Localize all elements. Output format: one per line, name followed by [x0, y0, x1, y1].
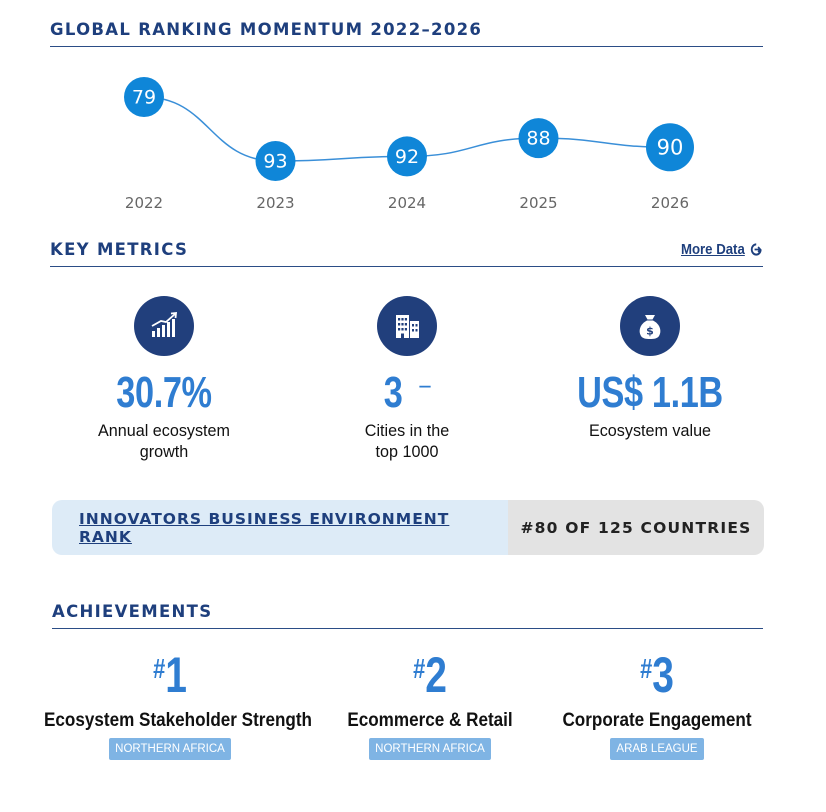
rank-value-label: 90 [657, 135, 684, 159]
achievement-rank: #3 [548, 650, 766, 700]
metric-label-line: growth [139, 442, 189, 462]
buildings-icon [377, 296, 437, 356]
metric-cities-top-1000: 3 – Cities in the top 1000 [297, 296, 517, 462]
year-tick-label: 2024 [388, 194, 426, 212]
hash-symbol: # [640, 653, 653, 684]
momentum-section-title: GLOBAL RANKING MOMENTUM 2022–2026 [50, 20, 763, 47]
rank-value-label: 88 [526, 128, 550, 150]
trend-dash-indicator: – [419, 369, 431, 399]
achievement-item: #1 Ecosystem Stakeholder Strength NORTHE… [30, 650, 312, 760]
metric-label-line: top 1000 [375, 442, 439, 462]
hash-symbol: # [413, 653, 426, 684]
business-environment-rank-bar: INNOVATORS BUSINESS ENVIRONMENT RANK #80… [52, 500, 764, 555]
metric-label-line: Annual ecosystem [98, 421, 230, 441]
achievement-rank-number: 1 [165, 647, 187, 703]
money-bag-icon: $ [620, 296, 680, 356]
achievements-section-title: ACHIEVEMENTS [52, 602, 763, 629]
year-tick-label: 2025 [519, 194, 557, 212]
metric-label: Ecosystem value [546, 420, 755, 441]
rank-value: #80 OF 125 COUNTRIES [508, 500, 764, 555]
metric-label-line: Cities in the [364, 421, 450, 441]
rank-marker-2024 [387, 136, 427, 177]
achievement-item: #2 Ecommerce & Retail NORTHERN AFRICA [290, 650, 570, 760]
year-tick-label: 2023 [256, 194, 294, 212]
achievement-name: Corporate Engagement [562, 710, 752, 731]
circle-arrow-icon [750, 243, 762, 256]
metric-value: 30.7% [116, 368, 212, 417]
region-tag: ARAB LEAGUE [610, 738, 704, 760]
metric-label: Annual ecosystem growth [60, 420, 269, 462]
achievement-name: Ecosystem Stakeholder Strength [44, 710, 312, 731]
growth-chart-icon [134, 296, 194, 356]
achievement-rank-number: 2 [425, 647, 447, 703]
metric-value: US$ 1.1B [577, 368, 723, 417]
achievement-item: #3 Corporate Engagement ARAB LEAGUE [517, 650, 797, 760]
metric-label: Cities in the top 1000 [303, 420, 512, 462]
svg-text:$: $ [646, 325, 654, 338]
hash-symbol: # [153, 653, 166, 684]
rank-value-label: 79 [132, 87, 156, 109]
rank-marker-2025 [518, 118, 559, 159]
rank-marker-2026 [646, 123, 694, 172]
metric-label-line: Ecosystem value [588, 421, 712, 441]
metrics-section-title: KEY METRICS [50, 240, 763, 267]
rank-value-label: 92 [395, 146, 419, 168]
rank-marker-2022 [124, 77, 164, 117]
more-data-link[interactable]: More Data [681, 241, 762, 258]
region-tag: NORTHERN AFRICA [109, 738, 231, 760]
metric-value-number: 3 [383, 368, 403, 417]
achievement-rank: #1 [61, 650, 279, 700]
more-data-label: More Data [681, 241, 746, 258]
achievement-rank: #2 [321, 650, 539, 700]
rank-marker-2023 [255, 141, 296, 181]
metric-value: 3 – [321, 368, 493, 417]
achievement-name: Ecommerce & Retail [347, 710, 513, 731]
rank-value-label: 93 [263, 151, 287, 173]
region-tag: NORTHERN AFRICA [369, 738, 491, 760]
metric-ecosystem-value: $ US$ 1.1B Ecosystem value [540, 296, 760, 441]
achievement-rank-number: 3 [652, 647, 674, 703]
ranking-line-chart: 79 93 92 88 90 2022 2023 2024 2025 2026 [124, 77, 694, 212]
year-tick-label: 2026 [651, 194, 689, 212]
rank-label-link[interactable]: INNOVATORS BUSINESS ENVIRONMENT RANK [52, 500, 508, 555]
metric-annual-growth: 30.7% Annual ecosystem growth [54, 296, 274, 462]
year-tick-label: 2022 [125, 194, 163, 212]
